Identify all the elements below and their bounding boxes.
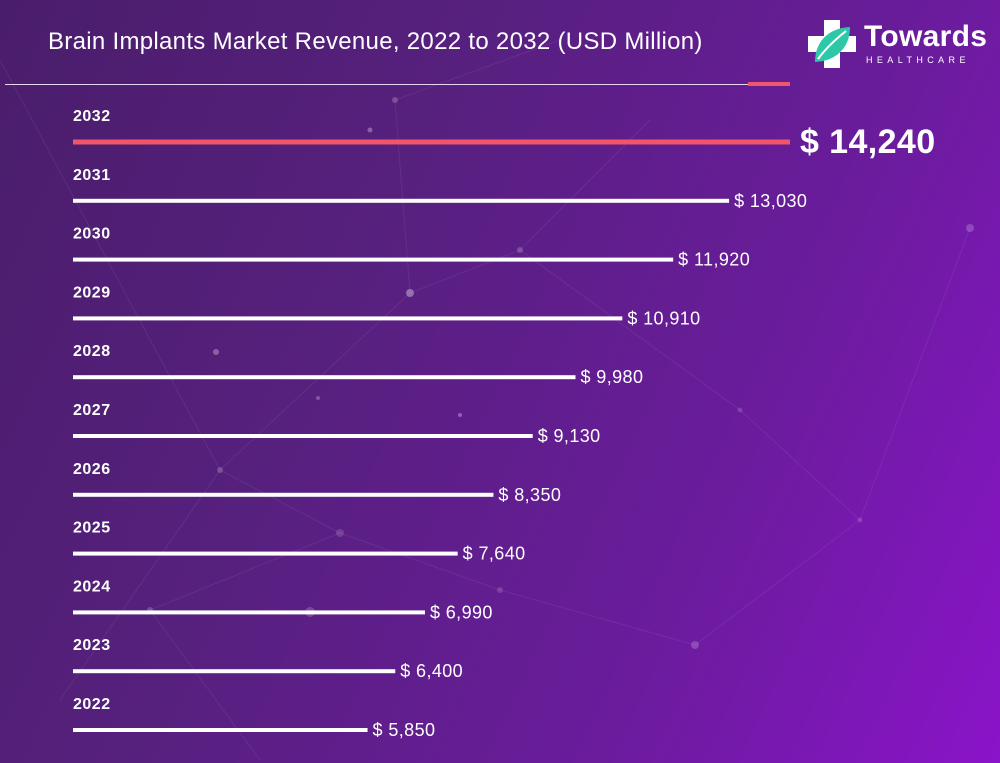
brand-logo: Towards HEALTHCARE — [806, 18, 988, 70]
bar-2028 — [73, 375, 576, 380]
value-label-2025: $ 7,640 — [463, 544, 526, 564]
value-label-2022: $ 5,850 — [373, 720, 436, 740]
year-label-2026: 2026 — [73, 461, 111, 478]
year-label-2023: 2023 — [73, 637, 111, 654]
medical-cross-leaf-icon — [808, 20, 856, 68]
year-label-2022: 2022 — [73, 696, 111, 713]
bar-2026 — [73, 492, 494, 497]
brand-name: Towards — [864, 20, 988, 53]
bar-2027 — [73, 434, 533, 438]
value-label-2027: $ 9,130 — [538, 426, 601, 446]
revenue-bar-chart: 2032 $ 14,240 2031 $ 13,030 2030 $ 11,920 2029… — [73, 108, 936, 740]
bar-2025 — [73, 551, 458, 556]
value-label-2023: $ 6,400 — [400, 661, 463, 681]
year-label-2027: 2027 — [73, 402, 111, 419]
bar-2030 — [73, 257, 674, 262]
year-label-2031: 2031 — [73, 167, 111, 184]
bar-2023 — [73, 669, 396, 674]
title-divider — [5, 84, 750, 85]
bar-2029 — [73, 316, 623, 321]
value-label-2026: $ 8,350 — [498, 485, 561, 505]
year-label-2029: 2029 — [73, 284, 111, 301]
value-label-2024: $ 6,990 — [430, 602, 493, 622]
bar-2022 — [73, 728, 368, 732]
year-label-2025: 2025 — [73, 520, 111, 537]
year-label-2032: 2032 — [73, 108, 111, 125]
chart-title: Brain Implants Market Revenue, 2022 to 2… — [48, 28, 703, 55]
bar-2024 — [73, 610, 425, 615]
value-label-2029: $ 10,910 — [627, 308, 700, 328]
value-label-2031: $ 13,030 — [734, 191, 807, 211]
title-divider-accent — [748, 82, 790, 86]
bar-2032 — [73, 139, 790, 145]
value-label-2028: $ 9,980 — [581, 367, 644, 387]
year-label-2030: 2030 — [73, 226, 111, 243]
year-label-2024: 2024 — [73, 578, 111, 595]
bar-2031 — [73, 198, 730, 203]
value-label-2030: $ 11,920 — [678, 250, 750, 270]
value-label-2032: $ 14,240 — [800, 123, 936, 161]
brand-subtitle: HEALTHCARE — [866, 55, 970, 65]
year-label-2028: 2028 — [73, 343, 111, 360]
